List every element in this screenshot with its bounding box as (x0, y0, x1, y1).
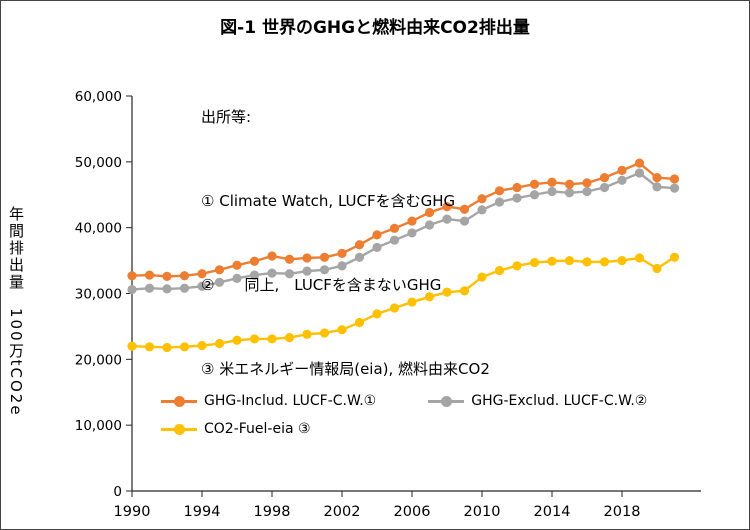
source-note-3: ③ 米エネルギー情報局(eia), 燃料由来CO2 (201, 360, 490, 378)
svg-text:50,000: 50,000 (75, 155, 122, 171)
source-note-2: ② 同上, LUCFを含まないGHG (201, 276, 442, 294)
svg-text:1990: 1990 (114, 504, 151, 520)
legend-row-1: GHG-Includ. LUCF-C.W.① GHG-Exclud. LUCF-… (161, 393, 647, 409)
source-notes: 出所等: ① Climate Watch, LUCFを含むGHG ② 同上, L… (201, 47, 490, 439)
svg-text:30,000: 30,000 (75, 287, 122, 303)
legend-marker-ghg-exclud-icon (428, 395, 465, 407)
svg-text:1994: 1994 (184, 504, 221, 520)
svg-text:60,000: 60,000 (75, 89, 122, 105)
svg-text:40,000: 40,000 (75, 221, 122, 237)
svg-text:0: 0 (113, 484, 122, 500)
legend-label-ghg-includ: GHG-Includ. LUCF-C.W.① (204, 393, 377, 409)
legend-item-co2-fuel: CO2-Fuel-eia ③ (161, 421, 311, 437)
legend-item-ghg-exclud: GHG-Exclud. LUCF-C.W.② (428, 393, 647, 409)
legend-item-ghg-includ: GHG-Includ. LUCF-C.W.① (161, 393, 376, 409)
svg-text:20,000: 20,000 (75, 352, 122, 368)
legend-marker-ghg-includ-icon (161, 395, 197, 407)
y-axis-title: 年間排出量 100万tCO2e (7, 206, 25, 417)
legend-label-ghg-exclud: GHG-Exclud. LUCF-C.W.② (471, 393, 648, 409)
chart-title: 図-1 世界のGHGと燃料由来CO2排出量 (220, 18, 530, 38)
legend-row-2: CO2-Fuel-eia ③ (161, 421, 647, 437)
legend-marker-co2-fuel-icon (161, 423, 197, 435)
svg-text:1998: 1998 (254, 504, 291, 520)
svg-text:10,000: 10,000 (75, 418, 122, 434)
source-note-1: ① Climate Watch, LUCFを含むGHG (201, 192, 456, 210)
svg-text:2018: 2018 (604, 504, 641, 520)
svg-text:2002: 2002 (324, 504, 361, 520)
svg-text:2014: 2014 (534, 504, 571, 520)
svg-text:2006: 2006 (394, 504, 431, 520)
svg-text:2010: 2010 (464, 504, 501, 520)
source-notes-header: 出所等: (201, 108, 252, 126)
legend-label-co2-fuel: CO2-Fuel-eia ③ (204, 421, 311, 437)
legend: GHG-Includ. LUCF-C.W.① GHG-Exclud. LUCF-… (161, 393, 647, 437)
